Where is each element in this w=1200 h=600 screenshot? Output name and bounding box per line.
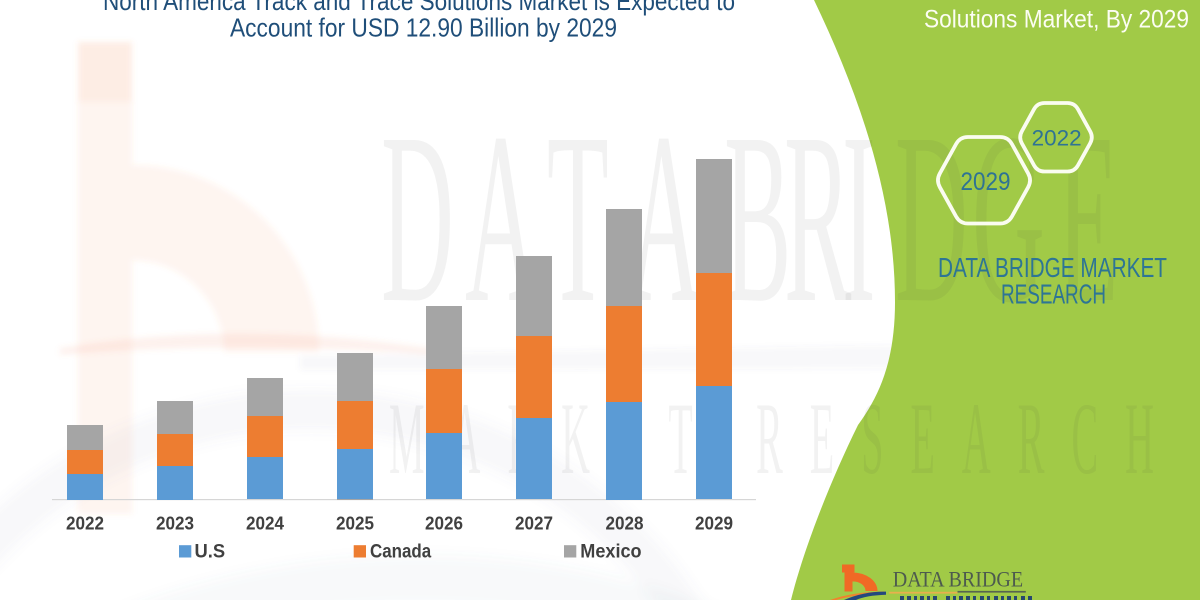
svg-text:RESEARCH: RESEARCH [1001, 279, 1106, 310]
svg-text:MARKET RESEARCH: MARKET RESEARCH [389, 382, 1181, 495]
svg-text:2029: 2029 [695, 513, 733, 534]
svg-text:2027: 2027 [515, 513, 553, 534]
svg-text:Account for USD 12.90 Billion: Account for USD 12.90 Billion by 2029 [230, 13, 617, 43]
svg-text:2028: 2028 [606, 513, 644, 534]
svg-text:2026: 2026 [425, 513, 463, 534]
svg-text:Solutions Market, By 2029: Solutions Market, By 2029 [924, 6, 1189, 34]
svg-text:Mexico: Mexico [580, 542, 641, 563]
svg-text:DATA BRIDGE MARKET: DATA BRIDGE MARKET [938, 252, 1167, 283]
svg-text:2025: 2025 [336, 513, 374, 534]
svg-text:North America Track and Trace: North America Track and Trace Solutions … [103, 0, 735, 16]
svg-text:Canada: Canada [370, 542, 432, 563]
svg-text:2022: 2022 [1032, 125, 1082, 150]
svg-text:DATA BRIDGE: DATA BRIDGE [381, 83, 1119, 354]
svg-text:2023: 2023 [156, 513, 194, 534]
svg-text:U.S: U.S [195, 542, 226, 563]
svg-text:2024: 2024 [246, 513, 285, 534]
svg-text:2029: 2029 [961, 168, 1011, 196]
svg-text:DATA BRIDGE: DATA BRIDGE [893, 567, 1023, 592]
svg-text:2022: 2022 [66, 513, 104, 534]
